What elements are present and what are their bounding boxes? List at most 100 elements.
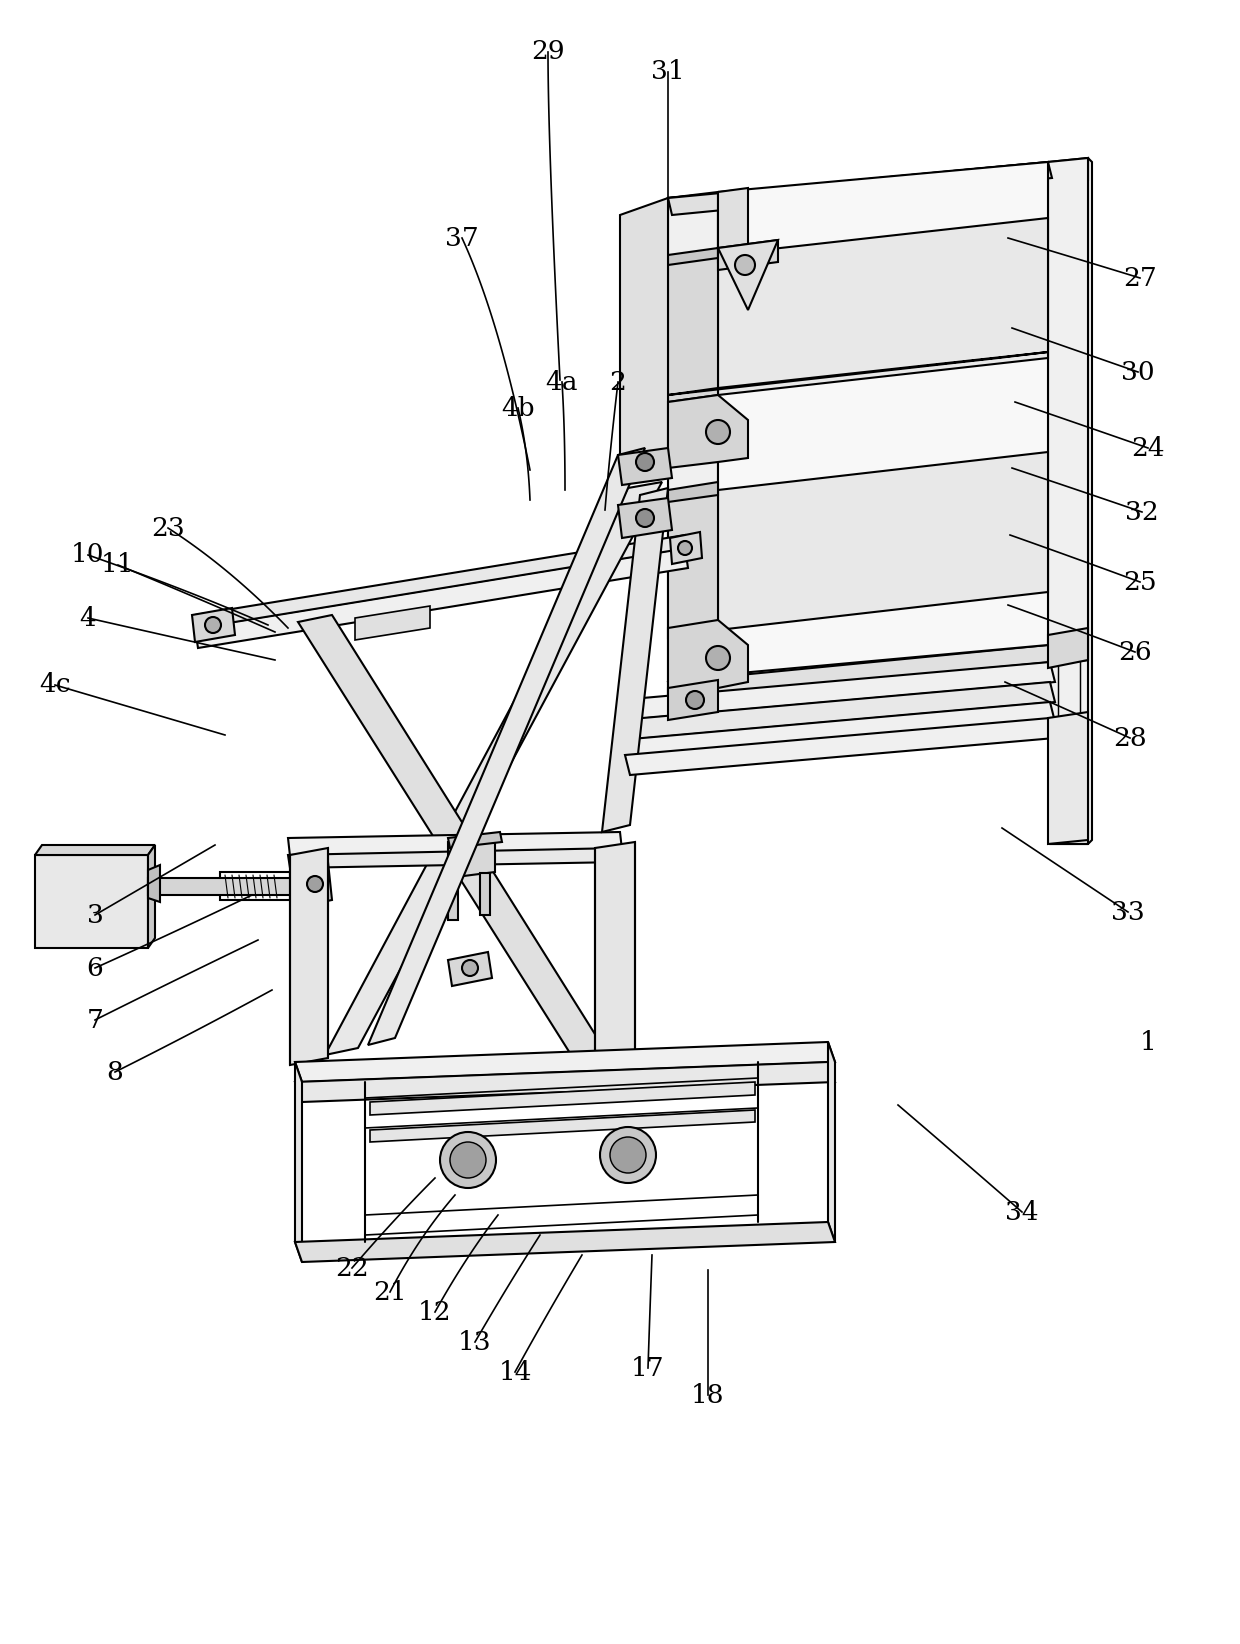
Polygon shape — [668, 192, 718, 704]
Polygon shape — [355, 607, 430, 640]
Text: 33: 33 — [1111, 899, 1145, 924]
Polygon shape — [448, 952, 492, 986]
Text: 4c: 4c — [40, 672, 71, 697]
Text: 4b: 4b — [501, 396, 534, 421]
Text: 3: 3 — [87, 903, 103, 927]
Polygon shape — [718, 452, 1048, 630]
Polygon shape — [195, 534, 688, 628]
Text: 12: 12 — [418, 1299, 451, 1325]
Polygon shape — [148, 865, 160, 903]
Polygon shape — [295, 1042, 835, 1082]
Polygon shape — [620, 702, 1055, 760]
Polygon shape — [668, 352, 1048, 395]
Polygon shape — [448, 878, 458, 921]
Polygon shape — [668, 248, 718, 265]
Polygon shape — [325, 482, 662, 1055]
Bar — [219, 871, 290, 899]
Polygon shape — [718, 187, 748, 248]
Polygon shape — [290, 848, 329, 1065]
Text: 1: 1 — [1140, 1029, 1157, 1054]
Text: 17: 17 — [631, 1356, 665, 1381]
Polygon shape — [1048, 158, 1087, 666]
Polygon shape — [668, 490, 718, 638]
Polygon shape — [1048, 158, 1087, 184]
Polygon shape — [368, 449, 645, 1046]
Circle shape — [205, 616, 221, 633]
Polygon shape — [195, 547, 688, 648]
Text: 21: 21 — [373, 1279, 407, 1304]
Text: 30: 30 — [1121, 360, 1154, 385]
Text: 6: 6 — [87, 955, 103, 980]
Circle shape — [463, 960, 477, 977]
Text: 14: 14 — [498, 1360, 532, 1384]
Circle shape — [706, 419, 730, 444]
Text: 25: 25 — [1123, 569, 1157, 595]
Polygon shape — [595, 842, 635, 1062]
Text: 34: 34 — [1006, 1200, 1039, 1225]
Polygon shape — [620, 197, 668, 475]
Circle shape — [735, 255, 755, 275]
Text: 37: 37 — [445, 225, 479, 250]
Polygon shape — [625, 718, 1055, 774]
Polygon shape — [668, 620, 748, 695]
Text: 7: 7 — [87, 1008, 103, 1032]
Polygon shape — [288, 832, 622, 857]
Polygon shape — [1050, 158, 1092, 843]
Polygon shape — [618, 449, 672, 485]
Polygon shape — [620, 682, 1055, 740]
Polygon shape — [670, 533, 702, 564]
Text: 4a: 4a — [546, 370, 578, 395]
Circle shape — [440, 1133, 496, 1189]
Text: 27: 27 — [1123, 265, 1157, 291]
Polygon shape — [295, 1062, 835, 1101]
Polygon shape — [668, 395, 748, 469]
Polygon shape — [668, 482, 718, 501]
Polygon shape — [668, 187, 810, 209]
Polygon shape — [370, 1082, 755, 1115]
Polygon shape — [295, 1062, 303, 1263]
Circle shape — [610, 1138, 646, 1174]
Text: 29: 29 — [531, 39, 564, 64]
Circle shape — [308, 876, 322, 893]
Polygon shape — [718, 243, 748, 261]
Text: 11: 11 — [102, 552, 135, 577]
Polygon shape — [148, 845, 155, 949]
Polygon shape — [192, 608, 236, 643]
Polygon shape — [668, 255, 718, 403]
Circle shape — [706, 646, 730, 671]
Text: 24: 24 — [1131, 436, 1164, 460]
Polygon shape — [718, 240, 777, 311]
Text: 23: 23 — [151, 516, 185, 541]
Text: 22: 22 — [335, 1256, 368, 1281]
Polygon shape — [718, 219, 1048, 395]
Circle shape — [636, 510, 653, 528]
Polygon shape — [480, 873, 490, 916]
Text: 13: 13 — [459, 1330, 492, 1355]
Text: 10: 10 — [71, 543, 104, 567]
Polygon shape — [718, 163, 1048, 676]
Polygon shape — [1048, 628, 1087, 667]
Polygon shape — [148, 878, 310, 894]
Polygon shape — [298, 861, 332, 906]
Text: 26: 26 — [1118, 640, 1152, 664]
Circle shape — [600, 1128, 656, 1184]
Polygon shape — [718, 240, 777, 270]
Polygon shape — [828, 1042, 835, 1241]
Polygon shape — [668, 163, 1052, 215]
Text: 28: 28 — [1114, 725, 1147, 751]
Polygon shape — [448, 832, 502, 848]
Circle shape — [636, 454, 653, 470]
Polygon shape — [295, 1221, 835, 1263]
Text: 31: 31 — [651, 59, 684, 84]
Polygon shape — [1048, 712, 1087, 843]
Polygon shape — [601, 488, 668, 832]
Polygon shape — [448, 837, 495, 878]
Polygon shape — [35, 845, 155, 855]
Circle shape — [678, 541, 692, 556]
Polygon shape — [668, 163, 1052, 215]
Polygon shape — [668, 681, 718, 720]
Text: 18: 18 — [691, 1383, 724, 1407]
Text: 2: 2 — [610, 370, 626, 395]
Polygon shape — [618, 498, 672, 538]
Polygon shape — [620, 663, 1055, 720]
